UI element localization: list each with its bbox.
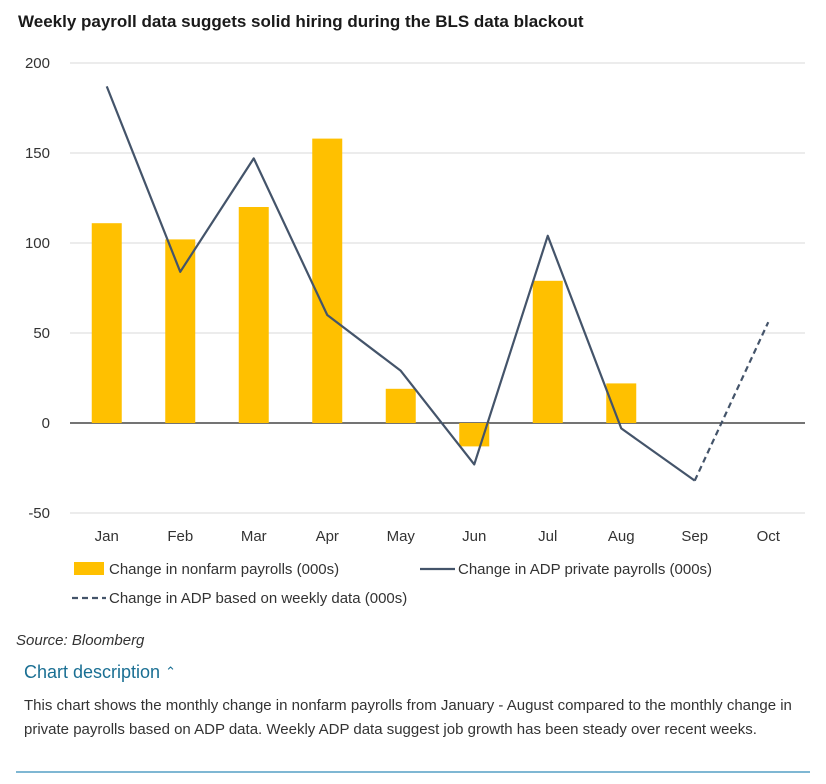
x-tick-label: Jan <box>95 528 119 545</box>
adp-weekly-dashed-line <box>693 321 770 482</box>
y-tick-label: 50 <box>33 325 50 342</box>
y-tick-label: 200 <box>25 55 50 72</box>
chart: 200 150 100 50 0 -50 Jan Feb Mar Apr May Jun Jul Aug S… <box>25 55 805 607</box>
chart-description: This chart shows the monthly change in n… <box>24 697 792 738</box>
y-tick-label: 100 <box>25 235 50 252</box>
x-tick-label: May <box>387 528 416 545</box>
legend-label-nonfarm: Change in nonfarm payrolls (000s) <box>109 561 339 578</box>
divider <box>16 771 810 773</box>
x-tick-label: Oct <box>757 528 781 545</box>
chevron-up-icon: ⌃ <box>165 664 176 679</box>
x-tick-label: Apr <box>316 528 339 545</box>
bar-jul <box>532 280 563 423</box>
x-tick-label: Mar <box>241 528 267 545</box>
bar-feb <box>165 239 196 423</box>
bar-mar <box>238 207 269 423</box>
legend-label-adp-weekly: Change in ADP based on weekly data (000s… <box>109 590 407 607</box>
x-tick-label: Feb <box>167 528 193 545</box>
chart-title: Weekly payroll data suggets solid hiring… <box>18 12 584 31</box>
x-tick-label: Aug <box>608 528 635 545</box>
bar-jan <box>91 223 122 423</box>
legend-swatch-nonfarm <box>74 562 104 575</box>
x-tick-label: Jul <box>538 528 557 545</box>
adp-line <box>105 85 696 482</box>
legend-label-adp: Change in ADP private payrolls (000s) <box>458 561 712 578</box>
x-tick-label: Sep <box>681 528 708 545</box>
y-tick-label: 150 <box>25 145 50 162</box>
chart-description-label: Chart description <box>24 662 161 682</box>
bar-may <box>385 388 416 423</box>
y-tick-label: 0 <box>42 415 50 432</box>
y-tick-label: -50 <box>28 505 50 522</box>
bar-apr <box>312 138 343 423</box>
chart-description-toggle[interactable]: Chart description ⌃ <box>24 662 176 683</box>
x-tick-label: Jun <box>462 528 486 545</box>
source-note: Source: Bloomberg <box>16 632 145 649</box>
